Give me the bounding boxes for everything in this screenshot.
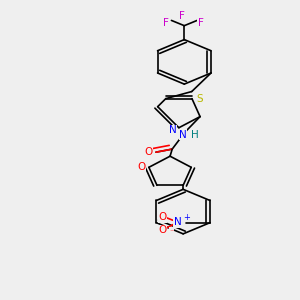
Text: F: F [198, 18, 203, 28]
Text: N: N [174, 217, 182, 227]
Text: H: H [190, 130, 198, 140]
Text: N: N [179, 130, 187, 140]
Text: O: O [144, 147, 152, 157]
Text: O: O [159, 212, 167, 222]
Text: ⁻: ⁻ [169, 227, 173, 236]
Text: F: F [179, 11, 185, 21]
Text: F: F [163, 18, 169, 28]
Text: +: + [183, 213, 190, 222]
Text: O: O [137, 162, 145, 172]
Text: S: S [196, 94, 203, 103]
Text: O: O [159, 226, 167, 236]
Text: N: N [169, 125, 176, 135]
